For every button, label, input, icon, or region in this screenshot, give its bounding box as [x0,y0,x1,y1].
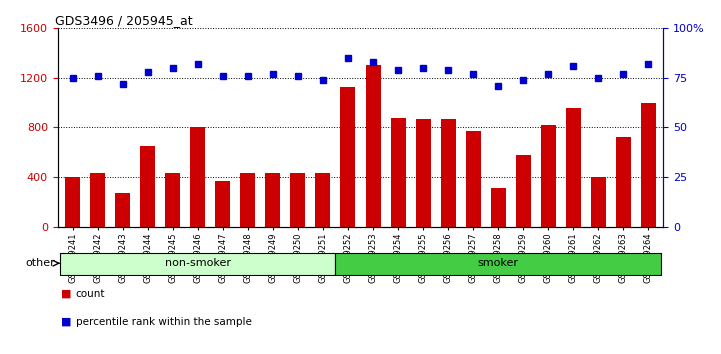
Bar [516,155,531,227]
Text: non-smoker: non-smoker [165,258,231,268]
Text: GDS3496 / 205945_at: GDS3496 / 205945_at [55,14,193,27]
Bar [291,173,306,227]
Bar [216,181,231,227]
Bar [190,127,205,227]
Text: ■: ■ [61,317,72,327]
Bar [65,177,80,227]
Bar [391,118,405,227]
Bar [566,108,580,227]
Bar [335,253,661,275]
Bar [265,173,280,227]
Text: other: other [25,258,56,268]
Bar [466,131,481,227]
Bar [415,119,430,227]
Text: count: count [76,289,105,299]
Bar [641,103,656,227]
Bar [165,173,180,227]
Bar [316,173,330,227]
Text: percentile rank within the sample: percentile rank within the sample [76,317,252,327]
Bar [60,253,335,275]
Bar [441,119,456,227]
Bar [141,146,155,227]
Bar [115,193,131,227]
Text: smoker: smoker [477,258,518,268]
Bar [240,173,255,227]
Bar [616,137,631,227]
Bar [90,173,105,227]
Bar [490,188,505,227]
Bar [340,86,355,227]
Text: ■: ■ [61,289,72,299]
Bar [366,65,381,227]
Bar [590,177,606,227]
Bar [541,125,556,227]
